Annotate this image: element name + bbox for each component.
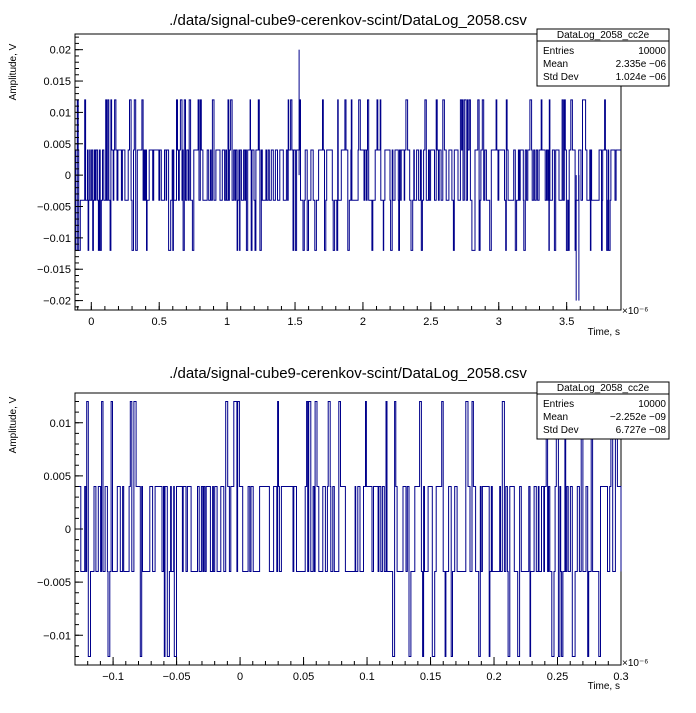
bottom-chart-panel: ./data/signal-cube9-cerenkov-scint/DataL… (8, 365, 670, 692)
top-stats-entries-value: 10000 (638, 46, 666, 57)
bottom-stats-stddev-label: Std Dev (543, 425, 579, 436)
bottom-x-tick-label: 0.3 (613, 671, 628, 683)
top-stats-mean-label: Mean (543, 59, 568, 70)
bottom-stats-mean-value: −2.252e −09 (610, 412, 667, 423)
top-x-tick-label: 3.5 (559, 316, 574, 328)
top-x-tick-label: 1 (224, 316, 230, 328)
bottom-stats-box: DataLog_2058_cc2e Entries 10000 Mean −2.… (536, 381, 670, 440)
top-chart-title: ./data/signal-cube9-cerenkov-scint/DataL… (169, 12, 527, 29)
bottom-x-tick-label: 0.25 (547, 671, 568, 683)
bottom-stats-mean-label: Mean (543, 412, 568, 423)
bottom-y-tick-label: 0.01 (50, 418, 71, 430)
top-x-tick-label: 0.5 (152, 316, 167, 328)
bottom-y-tick-label: −0.005 (37, 577, 71, 589)
top-y-tick-label: 0.005 (43, 139, 71, 151)
top-stats-entries-label: Entries (543, 46, 574, 57)
bottom-plot-area: −0.01 −0.005 0 0.005 0.01 −0.1 −0.05 0 0.05 0.1 0.… (37, 392, 629, 683)
top-chart-panel: ./data/signal-cube9-cerenkov-scint/DataL… (8, 12, 670, 338)
top-stats-box: DataLog_2058_cc2e Entries 10000 Mean 2.3… (536, 28, 670, 87)
top-y-tick-label: 0.02 (50, 45, 71, 57)
bottom-x-tick-label: 0 (237, 671, 243, 683)
top-stats-mean-value: 2.335e −06 (616, 59, 667, 70)
bottom-y-tick-label: 0 (65, 524, 71, 536)
bottom-x-tick-label: 0.1 (359, 671, 374, 683)
top-stats-name: DataLog_2058_cc2e (557, 30, 650, 41)
top-series-waveform (75, 99, 621, 251)
bottom-x-tick-label: −0.05 (163, 671, 191, 683)
top-y-tick-label: 0.015 (43, 76, 71, 88)
bottom-chart-title: ./data/signal-cube9-cerenkov-scint/DataL… (169, 365, 527, 382)
top-plot-area: −0.02 −0.015 −0.01 −0.005 0 0.005 0.01 0.015 0.0… (37, 33, 622, 328)
bottom-series-waveform (75, 401, 622, 657)
bottom-x-tick-label: 0.15 (420, 671, 441, 683)
top-y-tick-label: 0 (65, 170, 71, 182)
top-stats-stddev-value: 1.024e −06 (616, 72, 667, 83)
top-x-axis-label: Time, s (588, 327, 620, 338)
bottom-stats-stddev-value: 6.727e −08 (616, 425, 667, 436)
top-y-tick-label: −0.005 (37, 202, 71, 214)
top-x-exponent-label: ×10⁻⁶ (622, 306, 648, 317)
top-y-tick-label: −0.015 (37, 264, 71, 276)
top-x-tick-label: 1.5 (287, 316, 302, 328)
top-x-tick-label: 2 (360, 316, 366, 328)
top-y-tick-label: −0.01 (43, 233, 71, 245)
bottom-x-tick-label: −0.1 (102, 671, 124, 683)
top-x-tick-label: 0 (88, 316, 94, 328)
top-y-tick-label: 0.01 (50, 107, 71, 119)
bottom-stats-name: DataLog_2058_cc2e (557, 383, 650, 394)
bottom-y-tick-label: 0.005 (43, 471, 71, 483)
bottom-x-tick-label: 0.05 (293, 671, 314, 683)
bottom-x-tick-label: 0.2 (486, 671, 501, 683)
top-y-tick-label: −0.02 (43, 296, 71, 308)
bottom-y-axis-label: Amplitude, V (8, 396, 19, 453)
bottom-stats-entries-value: 10000 (638, 399, 666, 410)
top-x-tick-label: 3 (496, 316, 502, 328)
bottom-x-axis-label: Time, s (588, 681, 620, 692)
bottom-stats-entries-label: Entries (543, 399, 574, 410)
top-y-axis-label: Amplitude, V (8, 43, 19, 100)
bottom-y-tick-label: −0.01 (43, 630, 71, 642)
bottom-x-exponent-label: ×10⁻⁶ (622, 658, 648, 669)
top-stats-stddev-label: Std Dev (543, 72, 579, 83)
top-x-tick-label: 2.5 (423, 316, 438, 328)
